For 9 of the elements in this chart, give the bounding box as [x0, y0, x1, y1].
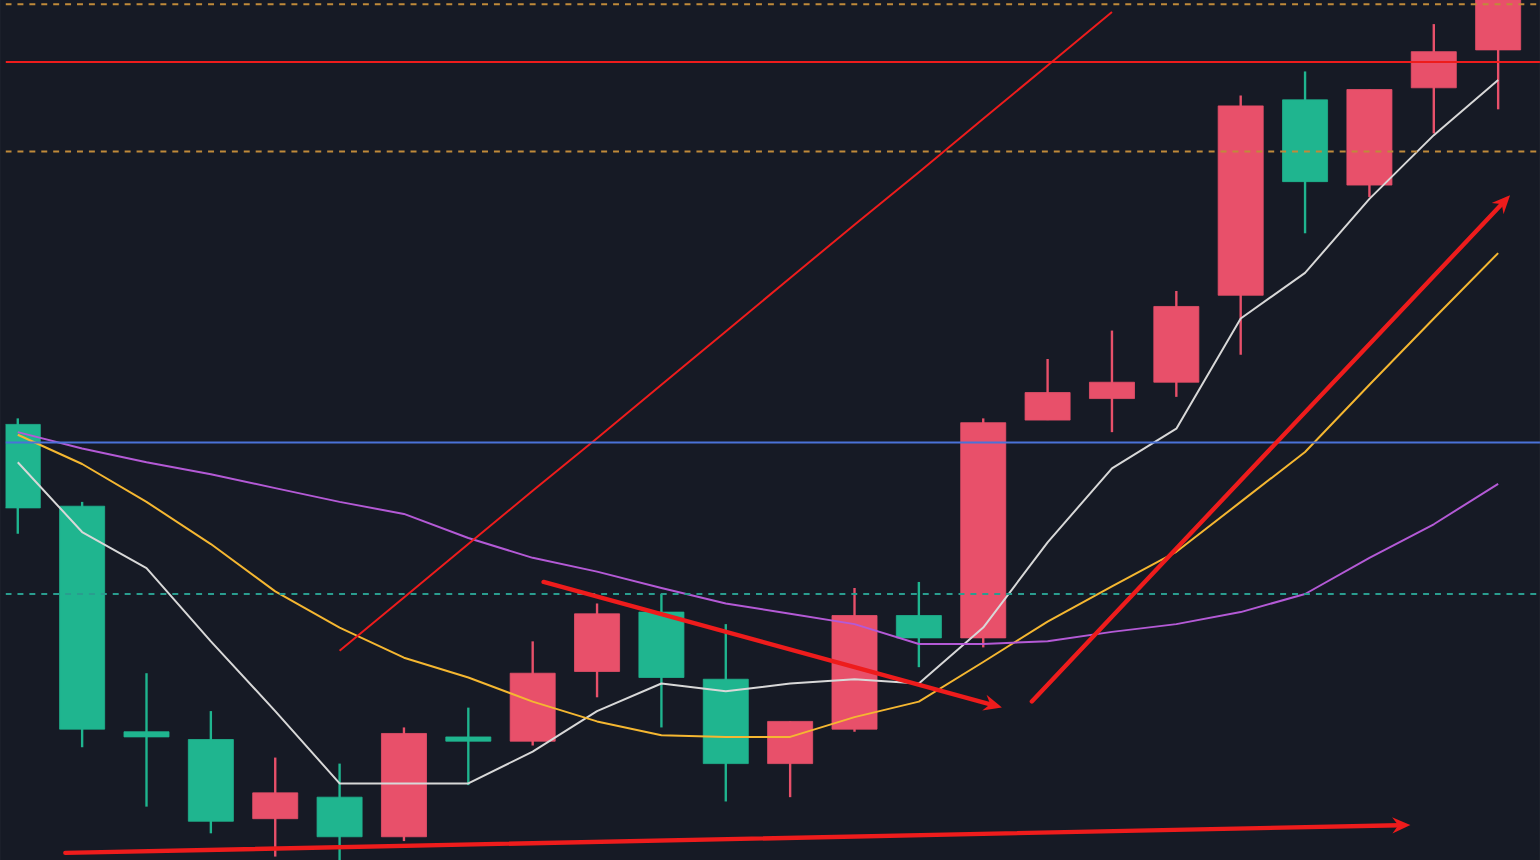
candlestick — [123, 671, 170, 808]
candlestick — [252, 755, 299, 858]
candlestick — [1410, 22, 1457, 135]
candlestick — [1024, 357, 1071, 421]
candlestick — [767, 719, 814, 798]
candlestick — [895, 580, 942, 668]
candlestick — [445, 706, 492, 786]
candlestick — [316, 761, 363, 860]
candlestick — [1089, 328, 1135, 433]
